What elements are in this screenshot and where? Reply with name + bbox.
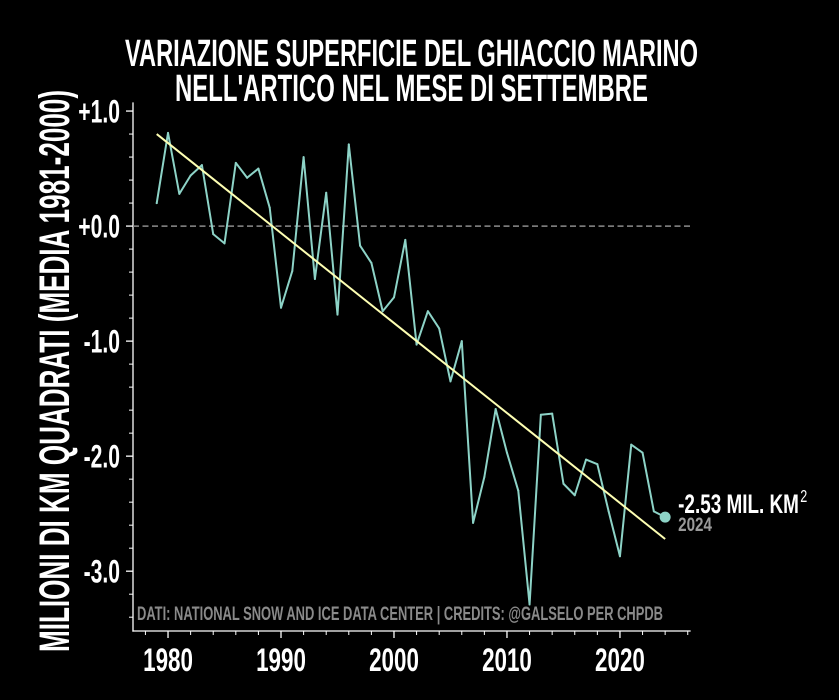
data-point-2008: [483, 475, 486, 478]
axes: 1980 1990 2000 2010 2020 +1.0 +0.0 -1.0 -2.0 -3.0: [78, 93, 691, 678]
last-value-annotation: -2.53 MIL. KM2: [678, 487, 807, 519]
unit-superscript: 2: [800, 487, 807, 507]
x-tick-label-group: 1980: [143, 642, 193, 678]
y-axis-label: MILIONI DI KM QUADRATI (MEDIA 1981-2000): [31, 90, 79, 652]
data-point-2014: [551, 412, 554, 415]
chart-title-line-2: NELL'ARTICO NEL MESE DI SETTEMBRE: [175, 68, 648, 110]
y-tick-label: +0.0: [78, 208, 120, 245]
last-year-annotation: 2024: [678, 513, 712, 535]
data-point-1981: [178, 192, 181, 195]
x-tick-label: 2020: [595, 642, 645, 678]
data-point-1985: [223, 242, 226, 245]
data-point-2023: [652, 510, 655, 513]
x-tick-label-group: 1990: [256, 642, 306, 678]
data-point-1984: [212, 233, 215, 236]
data-point-2020: [618, 555, 621, 558]
data-point-2021: [630, 443, 633, 446]
data-point-1998: [370, 261, 373, 264]
data-point-2010: [505, 451, 508, 454]
x-tick-label: 1980: [143, 642, 193, 678]
plot-area: [133, 131, 690, 606]
last-value-text: -2.53 MIL. KM: [678, 489, 799, 519]
trend-line: [156, 133, 666, 540]
data-point-1997: [359, 244, 362, 247]
x-tick-label-group: 2000: [369, 642, 419, 678]
data-point-2003: [426, 310, 429, 313]
anomaly-series-line: [155, 131, 667, 606]
data-point-2012: [528, 603, 531, 606]
data-point-1990: [280, 306, 283, 309]
data-point-1982: [189, 174, 192, 177]
data-point-2016: [573, 494, 576, 497]
data-point-2001: [404, 238, 407, 241]
y-tick-label: -3.0: [84, 553, 120, 590]
y-tick-label-group: -3.0: [84, 553, 120, 590]
x-tick-label-group: 2020: [595, 642, 645, 678]
x-tick-label: 2000: [369, 642, 419, 678]
y-tick-label-group: -2.0: [84, 438, 120, 475]
last-value-marker: [659, 511, 671, 523]
data-point-1983: [200, 164, 203, 167]
data-point-1979: [155, 202, 158, 205]
x-tick-label: 2010: [482, 642, 532, 678]
source-credits-note: DATI: NATIONAL SNOW AND ICE DATA CENTER …: [137, 604, 663, 625]
y-tick-label-group: -1.0: [84, 323, 120, 360]
data-point-1980: [167, 131, 170, 134]
data-point-2004: [438, 327, 441, 330]
data-point-1989: [268, 206, 271, 209]
last-year-label: 2024: [678, 513, 712, 535]
y-tick-label-group: +1.0: [78, 93, 120, 130]
data-point-1986: [234, 161, 237, 164]
data-point-1992: [302, 156, 305, 159]
data-point-2005: [449, 380, 452, 383]
data-point-1995: [336, 313, 339, 316]
data-point-2007: [472, 521, 475, 524]
data-point-2002: [415, 343, 418, 346]
anomaly-data-points: [155, 131, 667, 606]
data-point-2022: [641, 451, 644, 454]
data-point-2006: [460, 340, 463, 343]
chart-title-line-1: VARIAZIONE SUPERFICIE DEL GHIACCIO MARIN…: [125, 33, 698, 75]
y-tick-label: -1.0: [84, 323, 120, 360]
last-value-label: -2.53 MIL. KM2: [678, 487, 807, 519]
data-point-2009: [494, 407, 497, 410]
data-point-1996: [347, 143, 350, 146]
data-point-1993: [313, 278, 316, 280]
x-tick-label: 1990: [256, 642, 306, 678]
data-point-1994: [325, 191, 328, 194]
data-point-2015: [562, 482, 565, 485]
data-point-1988: [257, 167, 260, 170]
data-point-1991: [291, 269, 294, 272]
y-tick-label: -2.0: [84, 438, 120, 475]
x-tick-label-group: 2010: [482, 642, 532, 678]
data-point-2013: [539, 413, 542, 416]
y-tick-label: +1.0: [78, 93, 120, 130]
data-point-2019: [607, 510, 610, 513]
data-point-2000: [392, 296, 395, 299]
data-point-2017: [585, 458, 588, 461]
y-tick-label-group: +0.0: [78, 208, 120, 245]
data-point-1987: [246, 176, 249, 179]
data-point-1999: [381, 310, 384, 313]
data-point-2018: [596, 463, 599, 466]
data-point-2011: [517, 489, 520, 492]
